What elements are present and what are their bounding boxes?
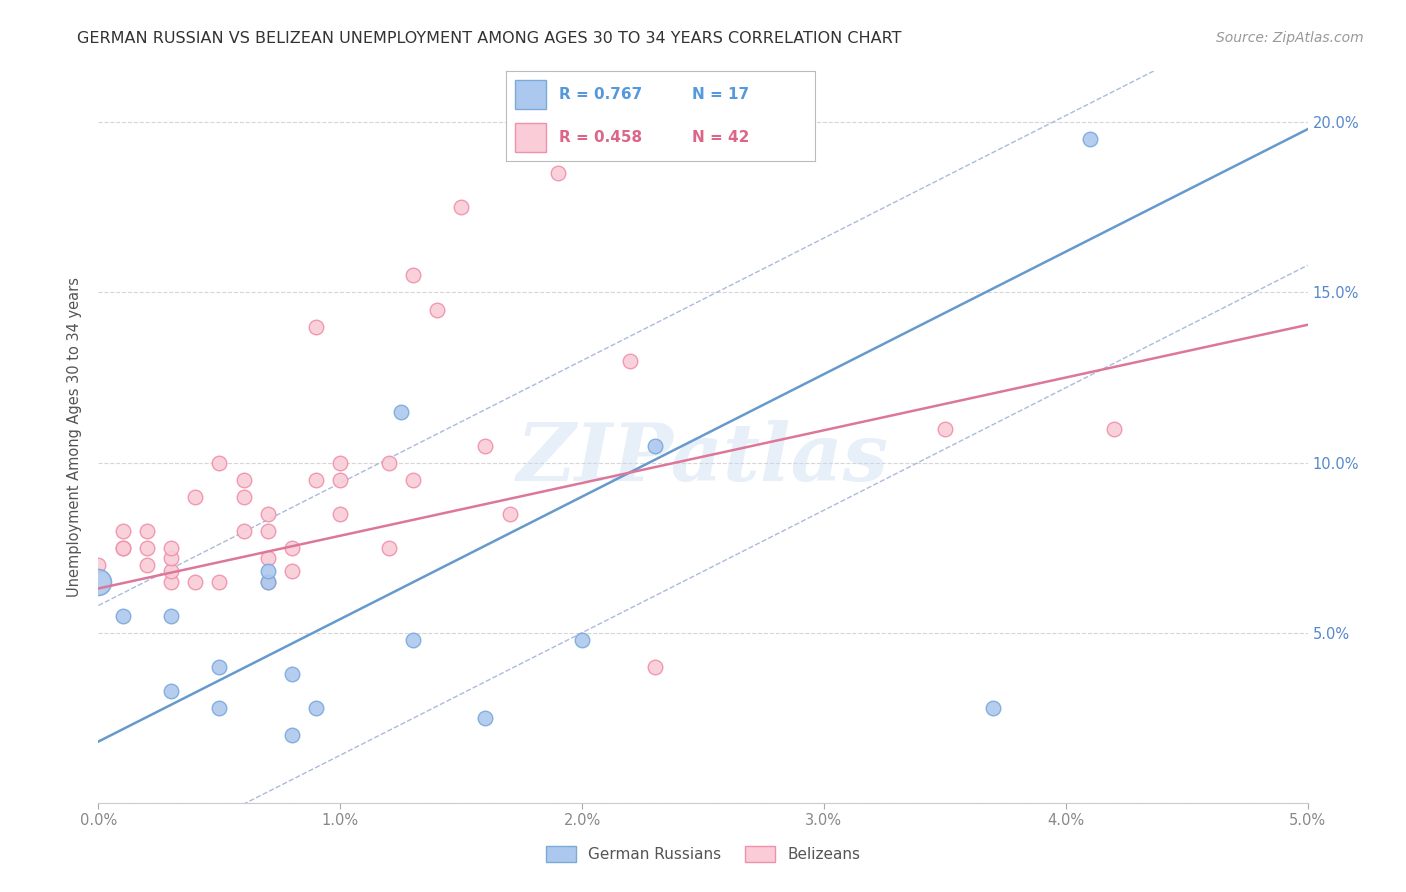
Point: [498, 507, 520, 521]
Text: R = 0.767: R = 0.767: [558, 87, 643, 102]
Point: [450, 201, 472, 215]
Bar: [516, 80, 547, 109]
Point: [160, 683, 183, 698]
Point: [1078, 132, 1101, 146]
Point: [208, 574, 231, 589]
Point: [208, 456, 231, 470]
Point: [111, 608, 134, 623]
Point: [160, 608, 183, 623]
Point: [281, 728, 304, 742]
Point: [1102, 421, 1125, 435]
Point: [474, 439, 496, 453]
Point: [377, 456, 399, 470]
Point: [256, 574, 278, 589]
Point: [208, 700, 231, 714]
Point: [281, 565, 304, 579]
Point: [329, 473, 352, 487]
Point: [160, 550, 183, 565]
Point: [160, 565, 183, 579]
Point: [934, 421, 956, 435]
Point: [135, 524, 157, 538]
Point: [87, 558, 110, 572]
Point: [256, 565, 278, 579]
Point: [329, 456, 352, 470]
Point: [160, 574, 183, 589]
Point: [184, 490, 207, 504]
Point: [329, 507, 352, 521]
Point: [402, 473, 425, 487]
Text: GERMAN RUSSIAN VS BELIZEAN UNEMPLOYMENT AMONG AGES 30 TO 34 YEARS CORRELATION CH: GERMAN RUSSIAN VS BELIZEAN UNEMPLOYMENT …: [77, 31, 901, 46]
Point: [305, 473, 328, 487]
Point: [619, 353, 641, 368]
Text: R = 0.458: R = 0.458: [558, 130, 643, 145]
Point: [160, 541, 183, 555]
Point: [571, 632, 593, 647]
Point: [111, 541, 134, 555]
Point: [281, 541, 304, 555]
Legend: German Russians, Belizeans: German Russians, Belizeans: [540, 840, 866, 868]
Text: ZIPatlas: ZIPatlas: [517, 420, 889, 498]
Point: [232, 490, 254, 504]
Text: N = 17: N = 17: [692, 87, 749, 102]
Y-axis label: Unemployment Among Ages 30 to 34 years: Unemployment Among Ages 30 to 34 years: [67, 277, 83, 597]
Point: [87, 574, 110, 589]
Point: [111, 541, 134, 555]
Point: [305, 319, 328, 334]
Point: [377, 541, 399, 555]
Point: [644, 659, 666, 673]
Point: [232, 524, 254, 538]
Bar: [516, 123, 547, 152]
Point: [256, 524, 278, 538]
Point: [232, 473, 254, 487]
Point: [305, 700, 328, 714]
Point: [426, 302, 449, 317]
Point: [981, 700, 1004, 714]
Point: [547, 166, 569, 180]
Point: [389, 404, 412, 418]
Point: [256, 574, 278, 589]
Point: [208, 659, 231, 673]
Point: [281, 666, 304, 681]
Point: [644, 439, 666, 453]
Point: [256, 507, 278, 521]
Point: [402, 268, 425, 283]
Point: [135, 541, 157, 555]
Point: [135, 558, 157, 572]
Point: [474, 711, 496, 725]
Text: N = 42: N = 42: [692, 130, 749, 145]
Point: [111, 524, 134, 538]
Point: [402, 632, 425, 647]
Point: [256, 550, 278, 565]
Point: [184, 574, 207, 589]
Text: Source: ZipAtlas.com: Source: ZipAtlas.com: [1216, 31, 1364, 45]
